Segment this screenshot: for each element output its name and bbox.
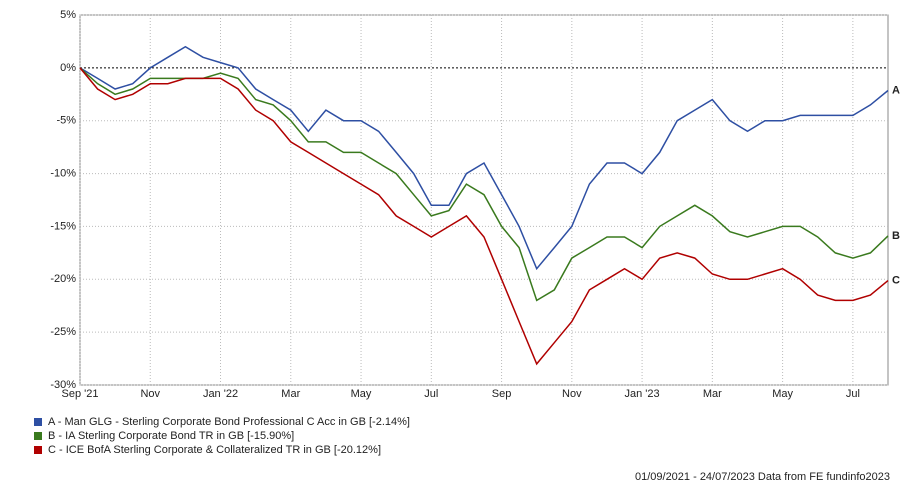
y-tick-label: -20% — [50, 273, 76, 285]
legend-swatch — [34, 432, 42, 440]
end-label: B — [892, 230, 900, 242]
x-tick-label: Jan '23 — [625, 388, 660, 400]
x-tick-label: May — [772, 388, 793, 400]
y-tick-label: -10% — [50, 167, 76, 179]
end-label: A — [892, 84, 900, 96]
legend-swatch — [34, 446, 42, 454]
legend-label: C - ICE BofA Sterling Corporate & Collat… — [48, 444, 381, 456]
x-tick-label: Jul — [424, 388, 438, 400]
end-label: C — [892, 274, 900, 286]
plot-frame — [79, 14, 889, 386]
x-tick-label: May — [351, 388, 372, 400]
series-line — [79, 67, 889, 366]
y-tick-label: -25% — [50, 326, 76, 338]
legend-swatch — [34, 418, 42, 426]
y-tick-label: 0% — [60, 62, 76, 74]
x-tick-label: Jan '22 — [203, 388, 238, 400]
x-tick-label: Jul — [846, 388, 860, 400]
x-tick-label: Nov — [140, 388, 160, 400]
y-tick-label: -5% — [56, 115, 76, 127]
y-tick-label: -15% — [50, 220, 76, 232]
x-tick-label: Mar — [703, 388, 722, 400]
x-tick-label: Mar — [281, 388, 300, 400]
legend-label: B - IA Sterling Corporate Bond TR in GB … — [48, 430, 294, 442]
y-tick-label: -30% — [50, 379, 76, 391]
x-tick-label: Sep '21 — [62, 388, 99, 400]
x-tick-label: Nov — [562, 388, 582, 400]
series-line — [79, 45, 889, 271]
footer: 01/09/2021 - 24/07/2023 Data from FE fun… — [635, 471, 890, 483]
legend-label: A - Man GLG - Sterling Corporate Bond Pr… — [48, 416, 410, 428]
y-tick-label: 5% — [60, 9, 76, 21]
series-line — [79, 67, 889, 302]
x-tick-label: Sep — [492, 388, 512, 400]
